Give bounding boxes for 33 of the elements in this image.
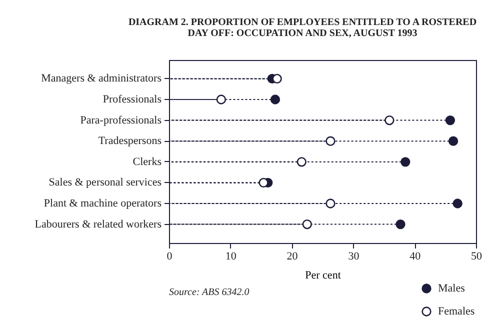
point [270,94,280,104]
point [448,136,458,146]
point [326,198,336,208]
x-tick-label: 30 [348,250,360,262]
point [326,136,336,146]
point [396,219,406,230]
x-axis-title: Per cent [305,270,341,282]
x-tick-label: 20 [286,250,298,262]
legend-label: Females [438,306,475,318]
point [302,219,312,230]
y-tick-label: Managers & administrators [41,72,162,85]
point [452,198,462,208]
point [445,115,456,126]
x-tick-label: 0 [166,250,173,262]
y-tick-label: Labourers & related workers [34,218,162,230]
y-tick-label: Professionals [102,94,162,106]
y-tick-label: Plant & machine operators [44,197,162,210]
legend-label: Males [438,282,465,294]
source-note: Source: ABS 6342.0 [169,287,250,298]
x-tick-label: 10 [225,250,237,262]
y-tick-label: Clerks [132,156,162,168]
x-tick-label: 40 [410,250,422,262]
y-tick-label: Tradespersons [98,135,162,148]
chart-title: DIAGRAM 2. PROPORTION OF EMPLOYEES ENTITLED TO A ROSTERED DAY OFF: OCCUPATION AND SEX, AUGUST 1993 [128,17,477,39]
y-tick-label: Para-professionals [80,114,162,126]
point [272,74,282,84]
point [384,115,394,126]
point [216,94,226,104]
y-tick-label: Sales & personal services [48,176,162,189]
x-tick-label: 50 [471,250,482,262]
point [258,178,268,188]
point [296,157,306,167]
point [400,157,410,167]
